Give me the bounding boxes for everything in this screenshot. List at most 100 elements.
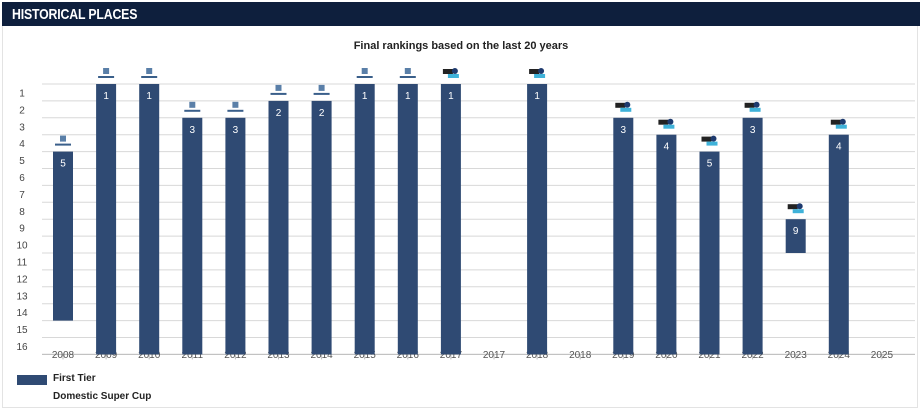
x-tick-label: 2013 [267, 350, 290, 361]
league-b-logo-icon [451, 68, 458, 74]
bar-value-label: 3 [621, 125, 627, 136]
section-header: HISTORICAL PLACES [2, 2, 920, 26]
y-tick-label: 1 [19, 88, 25, 99]
league-b-logo-icon [442, 69, 453, 74]
bar[interactable] [785, 219, 806, 253]
x-tick-label: 2023 [785, 350, 808, 361]
league-a-logo-icon [361, 68, 368, 74]
league-b-logo-icon [839, 118, 846, 125]
league-a-logo-icon [189, 101, 196, 108]
bar[interactable] [699, 151, 720, 355]
league-b-logo-icon [706, 141, 718, 146]
x-tick-label: 2019 [612, 350, 635, 361]
bar[interactable] [656, 134, 677, 355]
bar-value-label: 1 [448, 91, 454, 102]
bar[interactable] [139, 84, 160, 355]
y-tick-label: 10 [16, 241, 28, 252]
league-b-logo-icon [658, 119, 669, 125]
x-tick-label: 2009 [95, 350, 118, 361]
x-tick-label: 2012 [224, 350, 247, 361]
y-tick-label: 4 [19, 139, 25, 150]
bar-value-label: 4 [836, 142, 842, 153]
league-a-logo-icon [399, 76, 416, 78]
league-b-logo-icon [753, 101, 760, 108]
bar-value-label: 1 [103, 91, 109, 102]
league-b-logo-icon [663, 124, 675, 129]
league-a-logo-icon [184, 109, 201, 112]
x-tick-label: 2008 [52, 350, 75, 361]
y-tick-label: 13 [16, 291, 28, 302]
league-b-logo-icon [667, 118, 674, 125]
x-tick-label: 2022 [741, 350, 764, 361]
y-tick-label: 3 [19, 122, 25, 133]
x-tick-label: 2014 [310, 350, 333, 361]
bar-value-label: 4 [664, 142, 670, 153]
bar[interactable] [828, 134, 849, 355]
bar[interactable] [440, 84, 461, 355]
league-b-logo-icon [701, 136, 712, 142]
bar-value-label: 5 [707, 159, 713, 170]
y-tick-label: 2 [19, 105, 25, 116]
x-tick-label: 2016 [397, 350, 420, 361]
league-a-logo-icon [356, 76, 373, 78]
y-tick-label: 8 [19, 207, 25, 218]
bar[interactable] [397, 84, 418, 355]
chart-title: Final rankings based on the last 20 year… [353, 40, 569, 52]
bar[interactable] [613, 117, 634, 355]
y-tick-label: 15 [16, 325, 28, 336]
x-tick-label: 2020 [655, 350, 678, 361]
league-a-logo-icon [275, 84, 282, 91]
league-b-logo-icon [538, 68, 545, 74]
bar-value-label: 1 [362, 91, 368, 102]
x-tick-label: 2017 [483, 350, 506, 361]
y-tick-label: 12 [16, 274, 28, 285]
legend-label-first-tier[interactable]: First Tier [53, 373, 96, 384]
bar[interactable] [268, 100, 289, 355]
league-b-logo-icon [615, 102, 626, 108]
league-b-logo-icon [830, 119, 841, 125]
legend-label-super-cup[interactable]: Domestic Super Cup [53, 391, 152, 402]
bar[interactable] [182, 117, 203, 355]
bar[interactable] [527, 84, 548, 355]
league-b-logo-icon [749, 107, 761, 112]
legend-swatch-first-tier[interactable] [17, 375, 47, 385]
y-tick-label: 5 [19, 156, 25, 167]
y-tick-label: 14 [16, 308, 28, 319]
y-tick-label: 7 [19, 190, 25, 201]
bar-value-label: 2 [319, 108, 325, 119]
y-tick-label: 6 [19, 173, 25, 184]
league-b-logo-icon [744, 102, 755, 108]
league-a-logo-icon [146, 68, 153, 74]
league-a-logo-icon [313, 92, 330, 95]
league-b-logo-icon [787, 204, 798, 210]
x-tick-label: 2017 [440, 350, 463, 361]
league-b-logo-icon [792, 209, 804, 214]
bar[interactable] [96, 84, 117, 355]
x-tick-label: 2021 [698, 350, 721, 361]
league-a-logo-icon [103, 68, 110, 74]
league-b-logo-icon [447, 74, 459, 78]
bar-value-label: 3 [190, 125, 196, 136]
league-b-logo-icon [835, 124, 847, 129]
y-tick-label: 9 [19, 224, 25, 235]
bar[interactable] [53, 151, 73, 321]
league-b-logo-icon [624, 101, 631, 108]
bar-value-label: 1 [405, 91, 411, 102]
chart-panel [2, 26, 918, 408]
bar-value-label: 3 [233, 125, 239, 136]
league-a-logo-icon [270, 92, 287, 95]
league-a-logo-icon [55, 143, 71, 146]
x-tick-label: 2018 [526, 350, 549, 361]
bar[interactable] [742, 117, 763, 355]
bar[interactable] [311, 100, 332, 355]
x-tick-label: 2018 [569, 350, 592, 361]
bar[interactable] [354, 84, 375, 355]
league-b-logo-icon [529, 69, 540, 74]
bar-value-label: 1 [534, 91, 540, 102]
league-b-logo-icon [534, 74, 546, 78]
bar[interactable] [225, 117, 246, 355]
league-a-logo-icon [227, 109, 244, 112]
x-tick-label: 2010 [138, 350, 161, 361]
league-b-logo-icon [710, 135, 717, 142]
